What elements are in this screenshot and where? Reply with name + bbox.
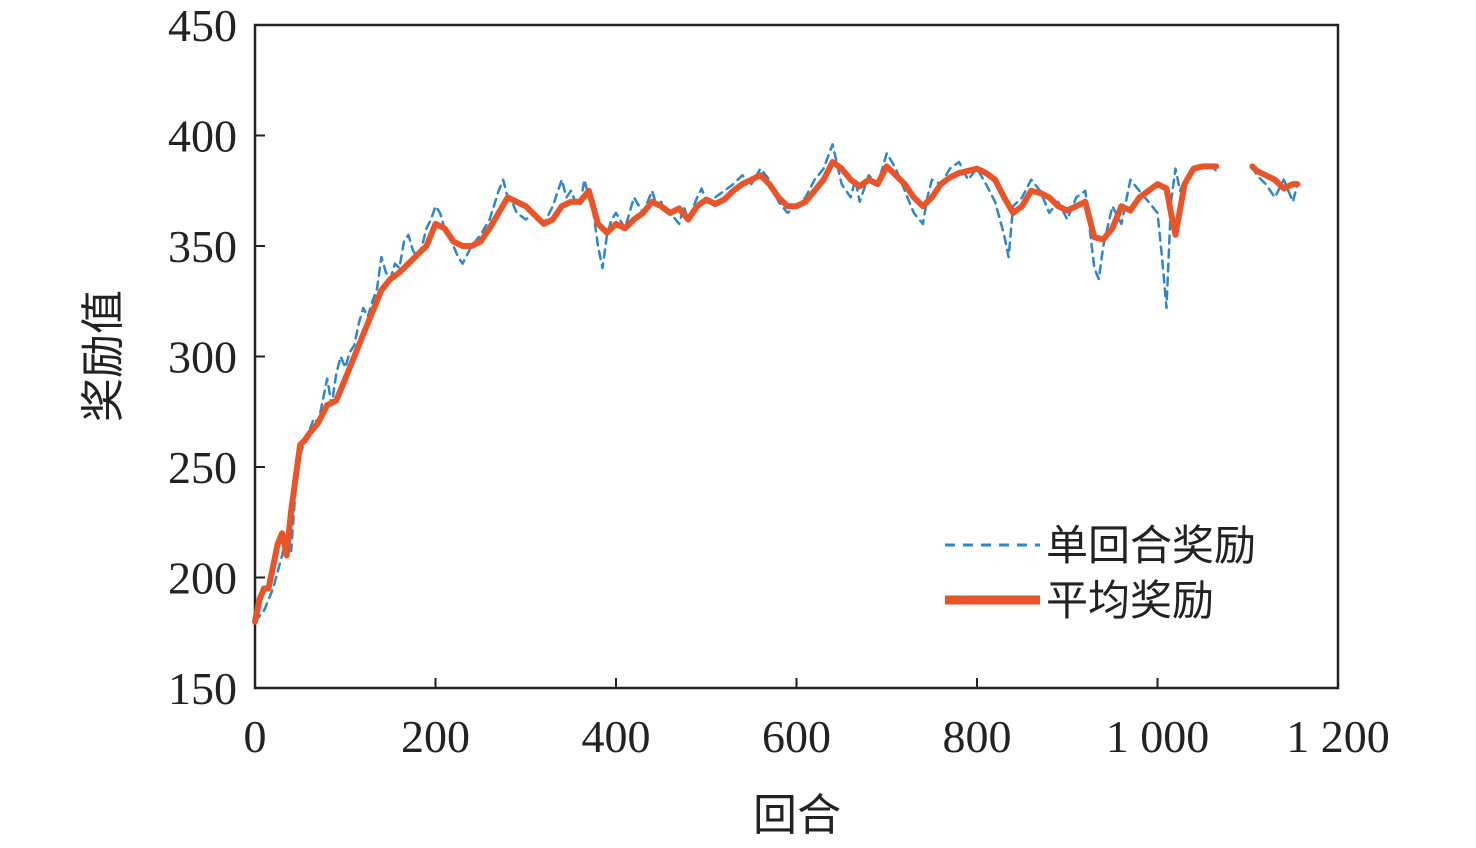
series-layer xyxy=(252,143,1301,625)
y-tick-label: 300 xyxy=(168,332,237,383)
x-tick-label: 200 xyxy=(401,711,470,762)
y-tick-label: 350 xyxy=(168,221,237,272)
x-tick-label: 800 xyxy=(943,711,1012,762)
series-line-average-reward xyxy=(252,159,1301,625)
plot-area xyxy=(253,23,1340,690)
y-tick-label: 250 xyxy=(168,442,237,493)
legend: 单回合奖励 平均奖励 xyxy=(945,521,1256,625)
legend-label-single: 单回合奖励 xyxy=(1046,521,1256,570)
x-tick-label: 0 xyxy=(244,711,267,762)
x-axis: 0 200 400 600 800 1 000 1 200 xyxy=(244,678,1390,762)
legend-label-average: 平均奖励 xyxy=(1046,576,1214,625)
y-axis-title: 奖励值 xyxy=(78,290,129,422)
y-axis: 150 200 250 300 350 400 450 xyxy=(168,0,265,714)
y-tick-label: 450 xyxy=(168,0,237,51)
x-tick-label: 600 xyxy=(762,711,831,762)
x-tick-label: 400 xyxy=(582,711,651,762)
x-tick-label: 1 200 xyxy=(1286,711,1390,762)
y-tick-label: 400 xyxy=(168,111,237,162)
y-tick-label: 150 xyxy=(168,663,237,714)
y-tick-label: 200 xyxy=(168,553,237,604)
x-axis-title: 回合 xyxy=(753,790,841,841)
x-tick-label: 1 000 xyxy=(1106,711,1210,762)
series-line-single-episode-reward xyxy=(253,143,1299,623)
